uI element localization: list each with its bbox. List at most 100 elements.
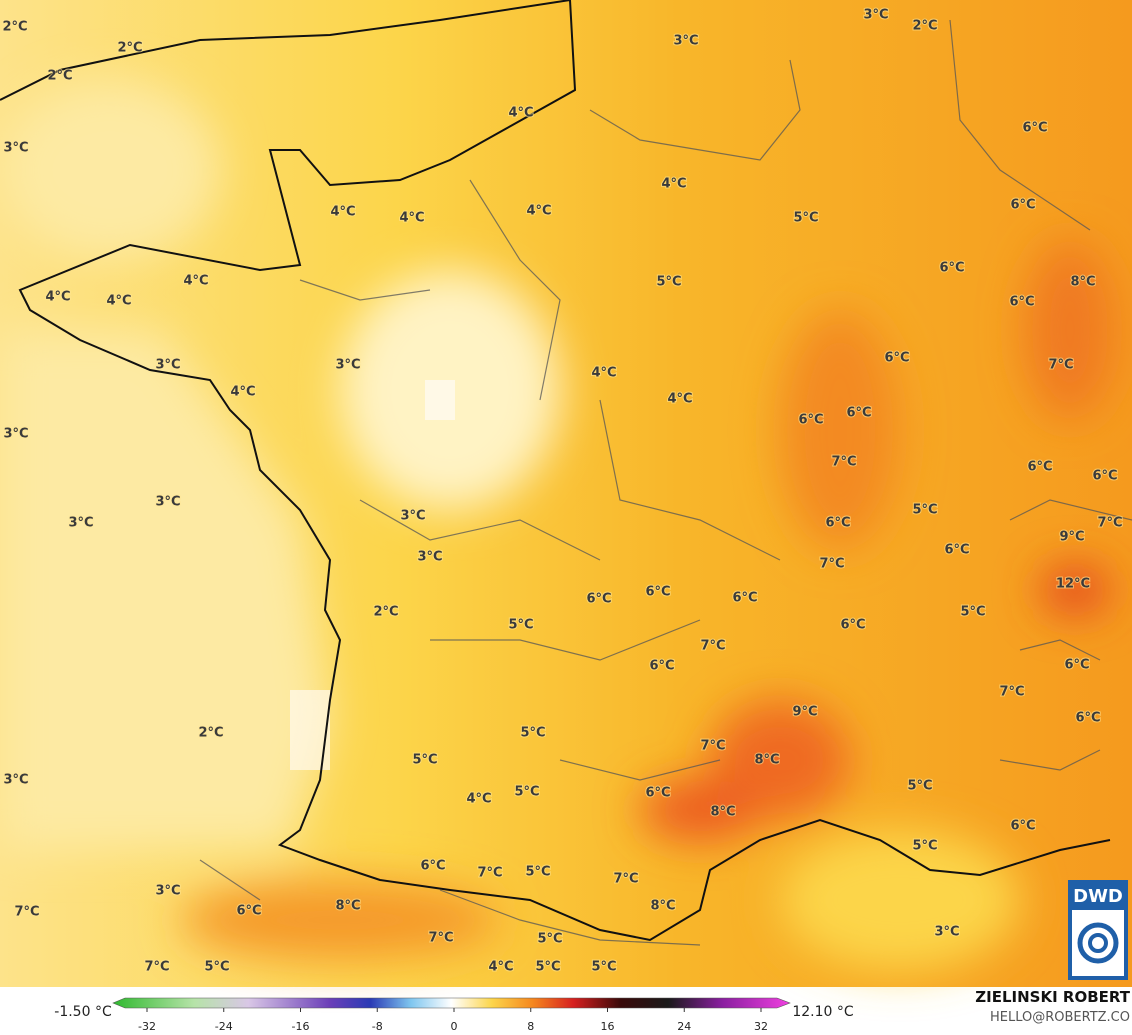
temp-label: 3°C	[335, 358, 360, 373]
temp-label: 3°C	[155, 884, 180, 899]
temp-label: 5°C	[412, 753, 437, 768]
temp-label: 7°C	[613, 872, 638, 887]
dwd-logo: DWD	[1068, 880, 1128, 980]
temp-label: 3°C	[417, 550, 442, 565]
temp-label: 3°C	[155, 358, 180, 373]
temp-label: 8°C	[1070, 275, 1095, 290]
temp-label: 6°C	[236, 904, 261, 919]
temp-label: 6°C	[939, 261, 964, 276]
temp-label: 4°C	[526, 204, 551, 219]
temp-label: 6°C	[1092, 469, 1117, 484]
temp-label: 6°C	[645, 786, 670, 801]
temperature-labels: 2°C 2°C 2°C 3°C 3°C 2°C 4°C 3°C 6°C 4°C 4°C 4°C 4°C 5…	[1, 7, 1123, 976]
temp-label: 2°C	[373, 605, 398, 620]
temp-label: 5°C	[591, 960, 616, 975]
temp-label: 7°C	[999, 685, 1024, 700]
temp-label: 5°C	[960, 605, 985, 620]
temp-label: 6°C	[645, 585, 670, 600]
temp-label: 7°C	[700, 739, 725, 754]
temp-label: 6°C	[1022, 121, 1047, 136]
temp-label: 5°C	[520, 726, 545, 741]
temp-label: 3°C	[3, 427, 28, 442]
contact: HELLO@ROBERTZ.CO	[990, 1010, 1130, 1025]
temp-label: 4°C	[488, 960, 513, 975]
temp-label: 5°C	[508, 618, 533, 633]
temp-label: 6°C	[420, 859, 445, 874]
logo-text: DWD	[1073, 886, 1123, 907]
temp-label: 3°C	[3, 773, 28, 788]
temp-label: 3°C	[155, 495, 180, 510]
temp-label: 4°C	[330, 205, 355, 220]
temp-label: 2°C	[198, 726, 223, 741]
temp-label: 7°C	[831, 455, 856, 470]
legend-min: -1.50 °C	[54, 1004, 112, 1020]
temp-label: 4°C	[399, 211, 424, 226]
temp-label: 5°C	[535, 960, 560, 975]
temp-label: 5°C	[912, 503, 937, 518]
temp-label: 5°C	[204, 960, 229, 975]
temp-label: 6°C	[1009, 295, 1034, 310]
temp-label: 7°C	[14, 905, 39, 920]
temp-label: 3°C	[400, 509, 425, 524]
temp-label: 5°C	[907, 779, 932, 794]
colorbar-tick-label: 8	[527, 1020, 534, 1033]
temp-label: 8°C	[710, 805, 735, 820]
temp-label: 2°C	[912, 19, 937, 34]
temp-label: 6°C	[586, 592, 611, 607]
temp-label: 12°C	[1056, 577, 1090, 592]
temp-label: 4°C	[508, 106, 533, 121]
temp-label: 6°C	[798, 413, 823, 428]
temp-label: 6°C	[1075, 711, 1100, 726]
temp-label: 4°C	[45, 290, 70, 305]
legend-max: 12.10 °C	[792, 1004, 854, 1020]
temp-label: 9°C	[792, 705, 817, 720]
temp-label: 7°C	[1048, 358, 1073, 373]
map: 2°C 2°C 2°C 3°C 3°C 2°C 4°C 3°C 6°C 4°C 4°C 4°C 4°C 5…	[0, 0, 1132, 987]
temp-label: 3°C	[68, 516, 93, 531]
temp-label: 4°C	[230, 385, 255, 400]
author: ZIELINSKI ROBERT	[975, 988, 1130, 1006]
temp-label: 6°C	[884, 351, 909, 366]
temp-label: 3°C	[863, 8, 888, 23]
colorbar-tick-label: 16	[601, 1020, 615, 1033]
temp-label: 7°C	[700, 639, 725, 654]
temp-label: 6°C	[1010, 198, 1035, 213]
temp-label: 5°C	[793, 211, 818, 226]
temp-label: 6°C	[649, 659, 674, 674]
temp-label: 5°C	[525, 865, 550, 880]
temp-label: 7°C	[1097, 516, 1122, 531]
temp-label: 5°C	[656, 275, 681, 290]
temp-label: 4°C	[591, 366, 616, 381]
temp-label: 8°C	[650, 899, 675, 914]
temp-label: 6°C	[732, 591, 757, 606]
temp-label: 7°C	[428, 931, 453, 946]
temp-label: 8°C	[754, 753, 779, 768]
temp-label: 9°C	[1059, 530, 1084, 545]
colorbar: -32 -24 -16 -8 0 8 16 24 32 -1.50 °C 12.10 °C	[54, 997, 854, 1033]
temp-label: 4°C	[661, 177, 686, 192]
colorbar-tick-label: 32	[754, 1020, 768, 1033]
colorbar-tick-label: -32	[138, 1020, 156, 1033]
colorbar-tick-label: -24	[215, 1020, 233, 1033]
colorbar-tick-label: -16	[292, 1020, 310, 1033]
temp-label: 6°C	[944, 543, 969, 558]
temp-label: 6°C	[1010, 819, 1035, 834]
temp-label: 4°C	[667, 392, 692, 407]
temp-label: 3°C	[934, 925, 959, 940]
temp-label: 8°C	[335, 899, 360, 914]
colorbar-tick-label: -8	[372, 1020, 383, 1033]
temp-label: 7°C	[477, 866, 502, 881]
temp-label: 4°C	[183, 274, 208, 289]
temp-label: 7°C	[144, 960, 169, 975]
temp-label: 6°C	[1064, 658, 1089, 673]
temp-label: 6°C	[846, 406, 871, 421]
temp-label: 6°C	[825, 516, 850, 531]
temp-label: 4°C	[466, 792, 491, 807]
temp-label: 2°C	[2, 20, 27, 35]
temp-label: 5°C	[514, 785, 539, 800]
temp-label: 2°C	[117, 41, 142, 56]
temp-label: 5°C	[537, 932, 562, 947]
colorbar-tick-label: 0	[451, 1020, 458, 1033]
temp-label: 3°C	[673, 34, 698, 49]
